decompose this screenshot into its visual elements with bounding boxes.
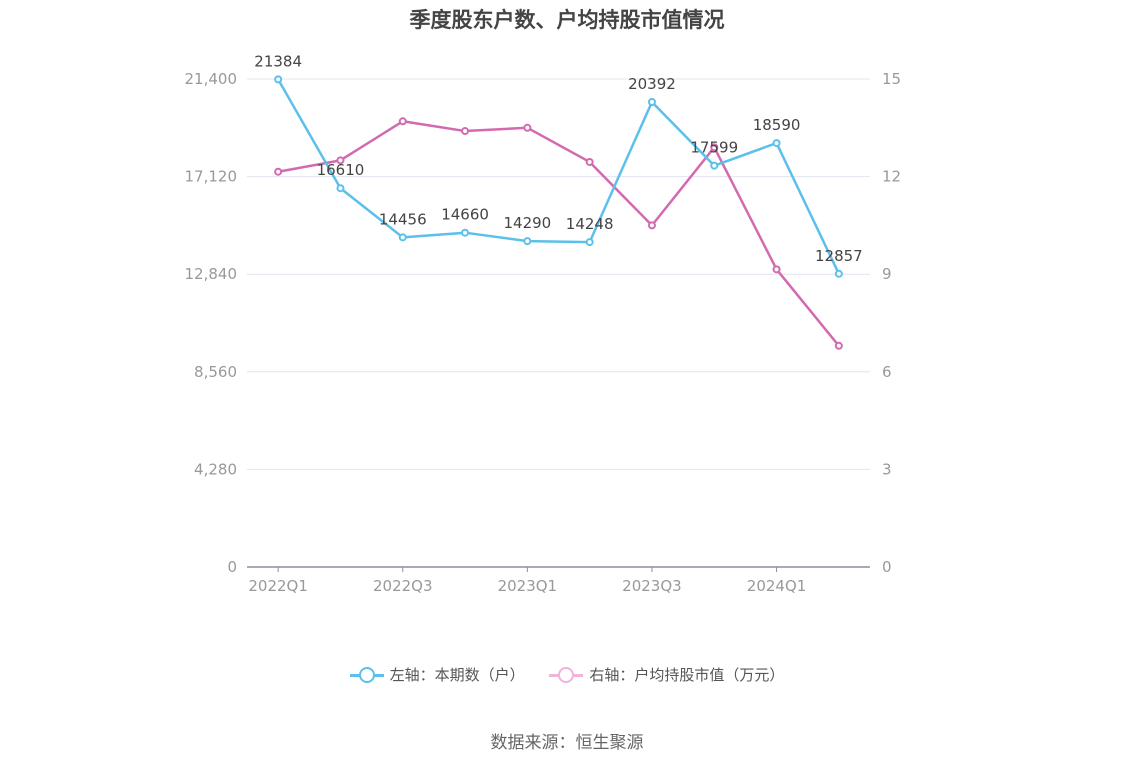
data-label-shareholders: 21384 bbox=[254, 52, 302, 70]
x-tick-label: 2023Q3 bbox=[622, 577, 682, 595]
data-point-shareholders bbox=[834, 269, 843, 278]
data-label-shareholders: 14456 bbox=[379, 210, 427, 228]
data-point-shareholders bbox=[647, 97, 656, 106]
data-label-shareholders: 14290 bbox=[503, 214, 551, 232]
data-label-shareholders: 16610 bbox=[317, 161, 365, 179]
y-right-tick-label: 12 bbox=[882, 168, 901, 186]
series-line-avg-holding bbox=[277, 120, 840, 347]
series-line-shareholders bbox=[277, 78, 840, 275]
data-point-avg-holding bbox=[398, 117, 407, 126]
data-point-shareholders bbox=[710, 161, 719, 170]
y-right-tick-label: 9 bbox=[882, 265, 892, 283]
y-left-tick-label: 4,280 bbox=[194, 460, 237, 478]
y-left-tick-label: 17,120 bbox=[185, 168, 238, 186]
legend-item-shareholders[interactable]: 左轴：本期数（户） bbox=[349, 664, 525, 685]
y-right-tick-label: 3 bbox=[882, 460, 892, 478]
data-point-avg-holding bbox=[834, 341, 843, 350]
data-point-shareholders bbox=[274, 75, 283, 84]
y-left-tick-label: 8,560 bbox=[194, 363, 237, 381]
data-label-shareholders: 17599 bbox=[690, 139, 738, 157]
data-label-shareholders: 14660 bbox=[441, 206, 489, 224]
data-point-avg-holding bbox=[523, 123, 532, 132]
legend-swatch-blue bbox=[349, 666, 384, 683]
data-source-note: 数据来源：恒生聚源 bbox=[490, 733, 644, 753]
y-left-tick-label: 12,840 bbox=[185, 265, 238, 283]
y-right-tick-label: 0 bbox=[882, 558, 892, 576]
legend-label-shareholders: 左轴：本期数（户） bbox=[389, 666, 525, 684]
y-left-tick-label: 21,400 bbox=[185, 70, 238, 88]
data-point-avg-holding bbox=[710, 143, 719, 152]
data-point-shareholders bbox=[461, 228, 470, 237]
y-right-tick-label: 6 bbox=[882, 363, 892, 381]
data-point-shareholders bbox=[398, 233, 407, 242]
data-point-avg-holding bbox=[772, 265, 781, 274]
x-tick-label: 2024Q1 bbox=[747, 577, 807, 595]
data-point-shareholders bbox=[523, 237, 532, 246]
legend-swatch-pink bbox=[549, 666, 584, 683]
y-right-tick-label: 15 bbox=[882, 70, 901, 88]
data-point-shareholders bbox=[336, 184, 345, 193]
data-point-avg-holding bbox=[647, 221, 656, 230]
legend-label-avg-holding: 右轴：户均持股市值（万元） bbox=[589, 666, 785, 684]
data-label-shareholders: 14248 bbox=[566, 215, 614, 233]
y-left-tick-label: 0 bbox=[227, 558, 237, 576]
x-tick-label: 2023Q1 bbox=[498, 577, 558, 595]
data-point-shareholders bbox=[772, 139, 781, 148]
x-tick-label: 2022Q3 bbox=[373, 577, 433, 595]
data-label-shareholders: 12857 bbox=[815, 247, 863, 265]
data-label-shareholders: 18590 bbox=[753, 116, 801, 134]
data-label-shareholders: 20392 bbox=[628, 75, 676, 93]
legend-item-avg-holding[interactable]: 右轴：户均持股市值（万元） bbox=[549, 664, 784, 685]
data-point-avg-holding bbox=[585, 157, 594, 166]
chart-legend: 左轴：本期数（户） 右轴：户均持股市值（万元） bbox=[0, 664, 1134, 687]
data-point-avg-holding bbox=[461, 127, 470, 136]
data-point-shareholders bbox=[585, 238, 594, 247]
data-point-avg-holding bbox=[274, 167, 283, 176]
x-tick-label: 2022Q1 bbox=[248, 577, 308, 595]
data-point-avg-holding bbox=[336, 156, 345, 165]
chart-title: 季度股东户数、户均持股市值情况 bbox=[409, 8, 725, 32]
